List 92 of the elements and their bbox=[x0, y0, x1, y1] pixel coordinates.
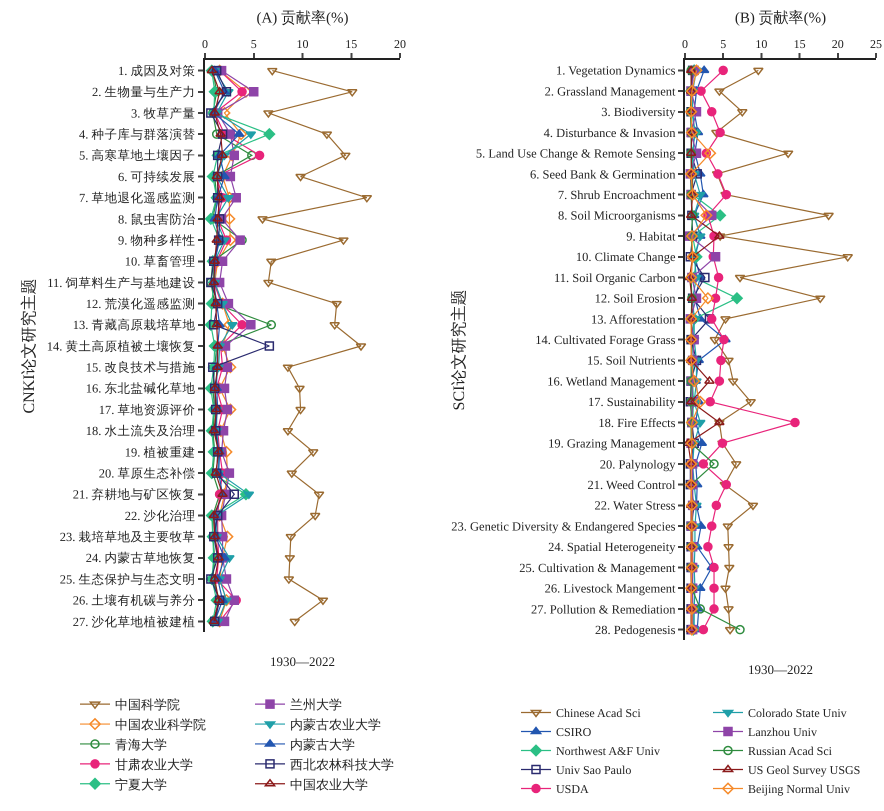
y-tick-label: 19. Grazing Management bbox=[548, 436, 676, 451]
x-tick-label: 10 bbox=[755, 37, 768, 52]
y-tick-label: 15. Soil Nutrients bbox=[586, 354, 676, 368]
legend-label: Lanzhou Univ bbox=[748, 725, 817, 740]
legend-label: USDA bbox=[556, 782, 590, 796]
y-tick-label: 3. 牧草产量 bbox=[131, 106, 196, 120]
y-tick-label: 8. Soil Microorganisms bbox=[558, 208, 676, 223]
y-tick-label: 13. Afforestation bbox=[591, 312, 676, 326]
legend-label: 内蒙古农业大学 bbox=[290, 717, 381, 732]
y-tick-label: 20. 草原生态补偿 bbox=[98, 466, 196, 480]
y-tick-label: 2. Grassland Management bbox=[544, 84, 676, 98]
text: 1930—2022 bbox=[270, 654, 335, 669]
legend-label: 中国农业科学院 bbox=[115, 717, 206, 732]
legend-label: 中国科学院 bbox=[115, 697, 180, 712]
y-tick-label: 7. Shrub Encroachment bbox=[558, 188, 676, 202]
y-tick-label: 5. 高寒草地土壤因子 bbox=[79, 148, 196, 163]
x-tick-label: 0 bbox=[682, 37, 688, 52]
y-tick-label: 14. 黄土高原植被土壤恢复 bbox=[46, 338, 196, 354]
y-tick-label: 6. Seed Bank & Germination bbox=[530, 167, 676, 182]
legend-label: Univ Sao Paulo bbox=[556, 763, 632, 778]
chart-title: (A) 贡献率(%) bbox=[256, 10, 349, 27]
y-tick-label: 21. 弃耕地与矿区恢复 bbox=[72, 486, 196, 502]
legend-label: 内蒙古大学 bbox=[290, 737, 355, 752]
y-axis-title: CNKI论文研究主题 bbox=[20, 278, 38, 414]
legend-label: Beijing Normal Univ bbox=[748, 782, 850, 796]
y-tick-label: 21. Weed Control bbox=[588, 478, 676, 492]
y-tick-label: 23. 栽培草地及主要牧草 bbox=[60, 529, 196, 544]
x-tick-label: 20 bbox=[832, 37, 844, 52]
y-tick-label: 18. Fire Effects bbox=[598, 416, 676, 430]
y-tick-label: 9. Habitat bbox=[626, 229, 676, 244]
y-tick-label: 26. 土壤有机碳与养分 bbox=[72, 592, 196, 608]
legend-label: 甘肃农业大学 bbox=[115, 756, 193, 772]
legend-label: Northwest A&F Univ bbox=[556, 744, 660, 758]
legend-label: US Geol Survey USGS bbox=[748, 763, 860, 778]
x-tick-label: 20 bbox=[394, 37, 406, 52]
legend-label: 兰州大学 bbox=[290, 697, 342, 712]
y-tick-label: 11. Soil Organic Carbon bbox=[554, 270, 676, 285]
y-tick-label: 1. 成因及对策 bbox=[118, 64, 196, 78]
y-tick-label: 26. Livestock Mangement bbox=[544, 582, 676, 596]
legend-label: 宁夏大学 bbox=[115, 776, 167, 792]
y-tick-label: 10. 草畜管理 bbox=[124, 254, 196, 269]
y-tick-label: 27. 沙化草地植被建植 bbox=[72, 614, 196, 629]
y-tick-label: 20. Palynology bbox=[600, 457, 676, 472]
y-tick-label: 9. 物种多样性 bbox=[118, 233, 196, 248]
legend-label: Chinese Acad Sci bbox=[556, 706, 642, 720]
y-tick-label: 16. Wetland Management bbox=[547, 374, 676, 388]
y-tick-label: 17. Sustainability bbox=[588, 395, 676, 410]
legend-label: Colorado State Univ bbox=[748, 706, 847, 720]
y-tick-label: 18. 水土流失及治理 bbox=[86, 423, 196, 438]
y-tick-label: 1. Vegetation Dynamics bbox=[556, 64, 676, 78]
y-tick-label: 25. 生态保护与生态文明 bbox=[60, 572, 196, 586]
x-tick-label: 10 bbox=[296, 37, 308, 52]
y-tick-label: 14. Cultivated Forage Grass bbox=[535, 333, 676, 348]
y-tick-label: 13. 青藏高原栽培草地 bbox=[72, 317, 196, 332]
y-tick-label: 8. 鼠虫害防治 bbox=[118, 211, 196, 226]
legend-label: CSIRO bbox=[556, 725, 592, 740]
y-tick-label: 5. Land Use Change & Remote Sensing bbox=[476, 146, 676, 161]
x-tick-label: 15 bbox=[345, 37, 358, 52]
x-tick-label: 15 bbox=[794, 37, 806, 52]
y-tick-label: 15. 改良技术与措施 bbox=[86, 360, 196, 375]
legend-label: 西北农林科技大学 bbox=[290, 756, 394, 772]
y-tick-label: 17. 草地资源评价 bbox=[98, 402, 196, 417]
y-tick-label: 4. Disturbance & Invasion bbox=[544, 126, 676, 140]
legend-label: 青海大学 bbox=[115, 737, 167, 752]
x-tick-label: 5 bbox=[720, 37, 726, 52]
y-axis-title: SCI论文研究主题 bbox=[450, 290, 468, 410]
y-tick-label: 25. Cultivation & Management bbox=[519, 560, 676, 575]
y-tick-label: 2. 生物量与生产力 bbox=[92, 85, 196, 100]
y-tick-label: 22. 沙化治理 bbox=[124, 508, 196, 523]
y-tick-label: 24. Spatial Heterogeneity bbox=[548, 540, 676, 554]
y-tick-label: 6. 可持续发展 bbox=[118, 170, 196, 184]
y-tick-label: 11. 饲草料生产与基地建设 bbox=[47, 276, 196, 290]
legend-label: Russian Acad Sci bbox=[748, 744, 833, 758]
y-tick-label: 12. Soil Erosion bbox=[594, 292, 676, 306]
x-tick-label: 5 bbox=[250, 37, 257, 52]
x-tick-label: 0 bbox=[202, 37, 208, 52]
y-tick-label: 4. 种子库与群落演替 bbox=[79, 128, 196, 142]
y-tick-label: 7. 草地退化遥感监测 bbox=[79, 191, 196, 206]
y-tick-label: 10. Climate Change bbox=[576, 250, 676, 264]
y-tick-label: 16. 东北盐碱化草地 bbox=[86, 382, 196, 396]
y-tick-label: 27. Pollution & Remediation bbox=[531, 602, 676, 616]
y-tick-label: 3. Biodiversity bbox=[601, 105, 676, 120]
text: 1930—2022 bbox=[748, 662, 813, 677]
legend-label: 中国农业大学 bbox=[290, 776, 368, 792]
x-tick-label: 25 bbox=[870, 37, 882, 52]
chart-title: (B) 贡献率(%) bbox=[734, 10, 826, 27]
y-tick-label: 24. 内蒙古草地恢复 bbox=[86, 551, 196, 566]
y-tick-label: 28. Pedogenesis bbox=[594, 623, 676, 638]
y-tick-label: 23. Genetic Diversity & Endangered Species bbox=[451, 519, 676, 534]
y-tick-label: 12. 荒漠化遥感监测 bbox=[86, 297, 196, 312]
y-tick-label: 22. Water Stress bbox=[594, 498, 676, 513]
y-tick-label: 19. 植被重建 bbox=[124, 445, 196, 460]
